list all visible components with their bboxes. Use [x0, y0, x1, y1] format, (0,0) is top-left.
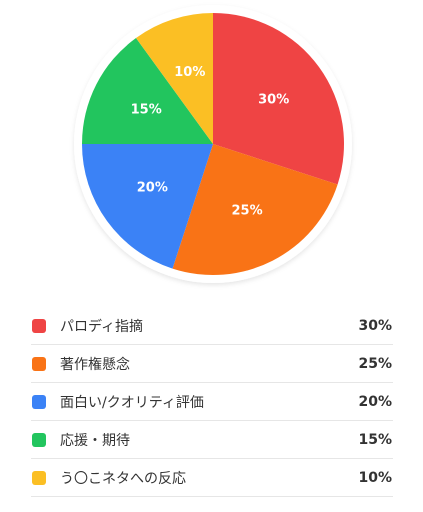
- legend-swatch: [32, 394, 46, 409]
- pie-slice[interactable]: [172, 144, 338, 275]
- pie-slice[interactable]: [136, 13, 213, 144]
- legend-item: 面白い/クオリティ評価 20%: [31, 383, 393, 421]
- legend-value: 20%: [358, 393, 392, 410]
- legend-value: 30%: [358, 317, 392, 334]
- legend-value: 15%: [358, 431, 392, 448]
- legend-label: パロディ指摘: [60, 318, 144, 335]
- legend-label: 応援・期待: [60, 432, 130, 449]
- legend-label: う〇こネタへの反応: [60, 470, 186, 487]
- legend-swatch: [32, 356, 46, 371]
- legend-label: 著作権懸念: [60, 356, 130, 373]
- legend-value: 25%: [358, 355, 392, 372]
- pie-slice[interactable]: [82, 38, 213, 145]
- legend-swatch: [32, 432, 46, 447]
- pie-slice[interactable]: [213, 13, 344, 185]
- legend-item: パロディ指摘 30%: [31, 307, 393, 345]
- legend-swatch: [32, 470, 46, 485]
- legend-swatch: [32, 318, 46, 333]
- pie-slice-label: 25%: [231, 203, 262, 218]
- pie-chart-svg: 30% 25% 20% 15% 10%: [74, 5, 352, 283]
- pie-slice-label: 10%: [174, 65, 205, 80]
- legend-item: 応援・期待 15%: [31, 421, 393, 459]
- pie-slice-label: 15%: [131, 102, 162, 117]
- legend-item: う〇こネタへの反応 10%: [31, 459, 393, 497]
- pie-slice-label: 30%: [258, 92, 289, 107]
- pie-chart: 30% 25% 20% 15% 10%: [71, 2, 355, 286]
- legend-item: 著作権懸念 25%: [31, 345, 393, 383]
- legend-label: 面白い/クオリティ評価: [60, 394, 204, 411]
- pie-slice-label: 20%: [137, 181, 168, 196]
- chart-legend: パロディ指摘 30% 著作権懸念 25% 面白い/クオリティ評価 20% 応援・…: [31, 307, 393, 497]
- legend-value: 10%: [358, 469, 392, 486]
- pie-slice[interactable]: [82, 144, 213, 269]
